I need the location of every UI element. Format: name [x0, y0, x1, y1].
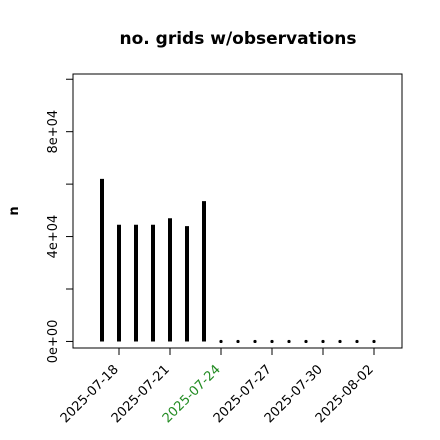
- y-axis-label: n: [7, 206, 22, 215]
- bar-zero-point: [219, 339, 223, 344]
- bars-group: [100, 178, 376, 344]
- bar-zero-point: [253, 339, 257, 344]
- y-tick-label: 0e+00: [46, 320, 61, 364]
- bar-zero-point: [321, 339, 325, 344]
- bar-zero-point: [372, 339, 376, 344]
- x-axis: 2025-07-182025-07-212025-07-242025-07-27…: [58, 347, 377, 426]
- bar-zero-point: [236, 339, 240, 344]
- bar-zero-point: [287, 339, 291, 344]
- bar-zero-point: [338, 339, 342, 344]
- bar-zero-point: [304, 339, 308, 344]
- y-tick-label: 8e+04: [46, 110, 61, 154]
- chart-title: no. grids w/observations: [120, 29, 357, 49]
- plot-frame: [72, 73, 403, 349]
- bar-zero-point: [355, 339, 359, 344]
- y-axis: 0e+00 4e+04 8e+04: [46, 78, 74, 364]
- bar-zero-point: [270, 339, 274, 344]
- y-tick-label: 4e+04: [46, 215, 61, 259]
